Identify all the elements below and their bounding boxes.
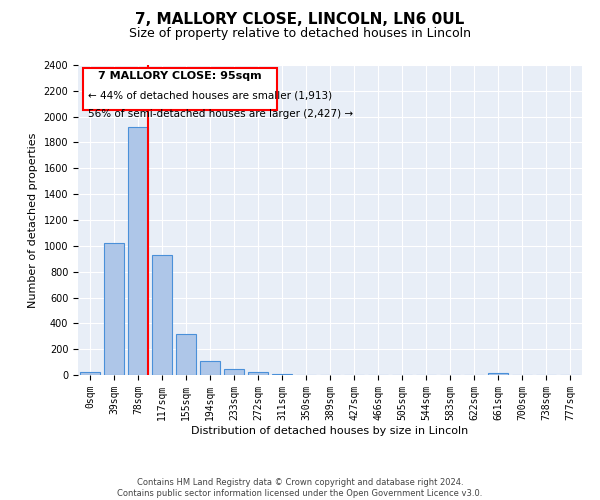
- Bar: [80, 372, 100, 375]
- Text: Size of property relative to detached houses in Lincoln: Size of property relative to detached ho…: [129, 28, 471, 40]
- Bar: [248, 372, 268, 375]
- X-axis label: Distribution of detached houses by size in Lincoln: Distribution of detached houses by size …: [191, 426, 469, 436]
- Text: 7 MALLORY CLOSE: 95sqm: 7 MALLORY CLOSE: 95sqm: [98, 70, 262, 81]
- Text: Contains HM Land Registry data © Crown copyright and database right 2024.
Contai: Contains HM Land Registry data © Crown c…: [118, 478, 482, 498]
- Bar: [176, 334, 196, 375]
- Bar: [104, 244, 124, 375]
- Bar: [224, 369, 244, 375]
- Bar: [152, 255, 172, 375]
- Text: 56% of semi-detached houses are larger (2,427) →: 56% of semi-detached houses are larger (…: [88, 110, 353, 120]
- Text: 7, MALLORY CLOSE, LINCOLN, LN6 0UL: 7, MALLORY CLOSE, LINCOLN, LN6 0UL: [136, 12, 464, 28]
- Bar: [488, 373, 508, 375]
- Bar: [128, 127, 148, 375]
- FancyBboxPatch shape: [83, 68, 277, 110]
- Y-axis label: Number of detached properties: Number of detached properties: [28, 132, 38, 308]
- Text: ← 44% of detached houses are smaller (1,913): ← 44% of detached houses are smaller (1,…: [88, 91, 332, 101]
- Bar: [272, 374, 292, 375]
- Bar: [200, 361, 220, 375]
